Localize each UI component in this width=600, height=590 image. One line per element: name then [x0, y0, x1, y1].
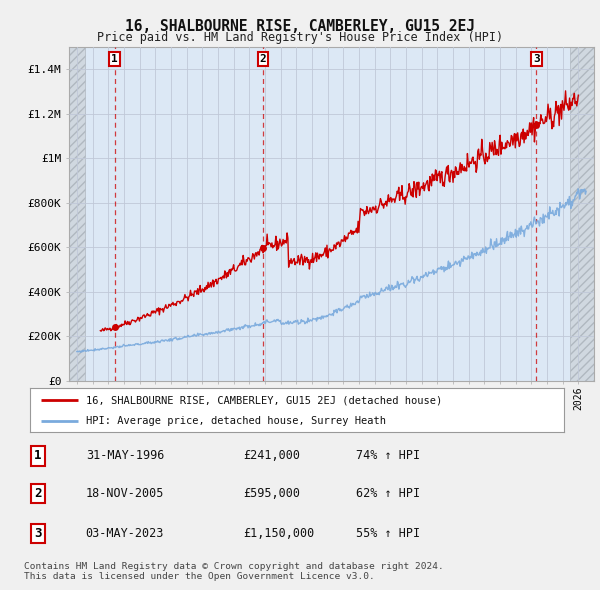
Text: 55% ↑ HPI: 55% ↑ HPI — [356, 527, 421, 540]
Text: £241,000: £241,000 — [244, 450, 301, 463]
Text: 2: 2 — [260, 54, 266, 64]
Text: 1: 1 — [34, 450, 41, 463]
Text: £595,000: £595,000 — [244, 487, 301, 500]
Text: 3: 3 — [533, 54, 540, 64]
Text: HPI: Average price, detached house, Surrey Heath: HPI: Average price, detached house, Surr… — [86, 416, 386, 426]
Bar — [571, 47, 594, 381]
Text: 16, SHALBOURNE RISE, CAMBERLEY, GU15 2EJ: 16, SHALBOURNE RISE, CAMBERLEY, GU15 2EJ — [125, 19, 475, 34]
Text: 74% ↑ HPI: 74% ↑ HPI — [356, 450, 421, 463]
Text: 1: 1 — [112, 54, 118, 64]
Text: 3: 3 — [34, 527, 41, 540]
Text: 2: 2 — [34, 487, 41, 500]
Text: £1,150,000: £1,150,000 — [244, 527, 315, 540]
Text: 31-MAY-1996: 31-MAY-1996 — [86, 450, 164, 463]
Text: 16, SHALBOURNE RISE, CAMBERLEY, GU15 2EJ (detached house): 16, SHALBOURNE RISE, CAMBERLEY, GU15 2EJ… — [86, 395, 442, 405]
Text: 62% ↑ HPI: 62% ↑ HPI — [356, 487, 421, 500]
Text: Price paid vs. HM Land Registry's House Price Index (HPI): Price paid vs. HM Land Registry's House … — [97, 31, 503, 44]
Text: 18-NOV-2005: 18-NOV-2005 — [86, 487, 164, 500]
Text: Contains HM Land Registry data © Crown copyright and database right 2024.
This d: Contains HM Land Registry data © Crown c… — [24, 562, 444, 581]
Text: 03-MAY-2023: 03-MAY-2023 — [86, 527, 164, 540]
Bar — [69, 47, 85, 381]
